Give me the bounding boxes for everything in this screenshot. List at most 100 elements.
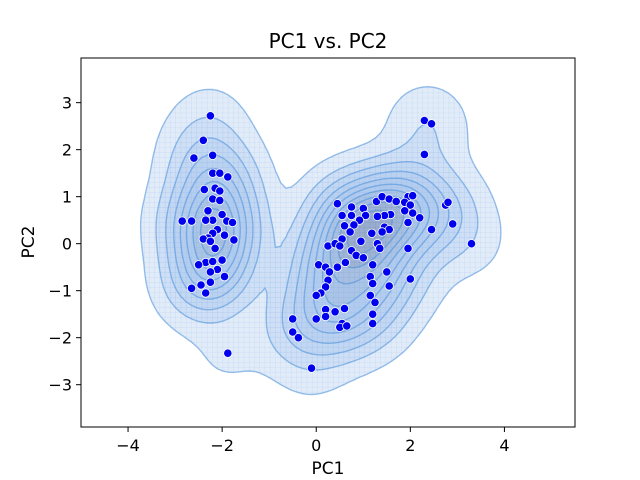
scatter-point (377, 227, 387, 237)
x-tick-label: −2 (210, 436, 234, 455)
scatter-point (340, 257, 350, 268)
scatter-point (229, 235, 239, 245)
chart-title: PC1 vs. PC2 (269, 29, 388, 53)
x-tick-label: 4 (499, 436, 509, 455)
scatter-point (223, 348, 233, 358)
scatter-point (205, 111, 215, 121)
scatter-point (215, 168, 225, 178)
scatter-point (358, 253, 368, 263)
scatter-point (342, 321, 352, 331)
scatter-points (177, 111, 477, 373)
scatter-point (368, 278, 378, 289)
scatter-point (217, 209, 227, 220)
scatter-point (403, 243, 413, 253)
scatter-point (219, 271, 230, 282)
density-contour-line (139, 86, 502, 396)
scatter-point (365, 290, 375, 300)
y-tick-label: 3 (62, 94, 72, 113)
scatter-point (448, 219, 458, 229)
scatter-point (217, 255, 227, 265)
scatter-point (400, 206, 410, 216)
scatter-point (367, 228, 377, 238)
scatter-point (311, 314, 321, 324)
scatter-point (205, 236, 215, 246)
scatter-point (419, 149, 429, 159)
scatter-point (368, 309, 378, 319)
scatter-point (403, 217, 413, 228)
scatter-point (375, 243, 385, 253)
scatter-point (324, 267, 334, 277)
scatter-point (405, 274, 415, 284)
scatter-point (208, 256, 218, 267)
scatter-point (219, 230, 230, 240)
scatter-point (391, 196, 401, 206)
x-axis-label: PC1 (312, 459, 345, 479)
scatter-point (201, 288, 211, 298)
scatter-point (311, 290, 321, 300)
scatter-point (320, 311, 331, 322)
scatter-point (288, 314, 298, 324)
scatter-point (408, 191, 418, 201)
x-tick-label: 0 (311, 436, 321, 455)
scatter-point (426, 119, 437, 129)
density-contour-line (165, 137, 463, 356)
scatter-point (199, 185, 209, 195)
scatter-point (205, 267, 215, 277)
scatter-point (215, 186, 225, 196)
x-axis-ticks: −4 −2 0 2 4 (116, 427, 510, 455)
scatter-point (203, 206, 213, 216)
scatter-point (339, 303, 350, 314)
scatter-point (177, 216, 187, 226)
plot-frame (80, 57, 576, 428)
scatter-point (370, 297, 380, 307)
scatter-point (205, 277, 215, 287)
y-tick-label: 0 (62, 235, 72, 254)
scatter-point (415, 213, 425, 223)
y-tick-label: −2 (48, 329, 72, 348)
y-tick-label: −3 (48, 376, 72, 395)
scatter-point (339, 221, 350, 231)
scatter-point (330, 307, 340, 317)
scatter-point (227, 217, 238, 228)
scatter-point (196, 280, 206, 290)
x-tick-label: 2 (405, 436, 415, 455)
scatter-point (306, 363, 317, 373)
scatter-point (320, 282, 331, 292)
scatter-point (356, 236, 366, 246)
density-contours (139, 86, 502, 396)
scatter-point (288, 327, 298, 337)
scatter-point (382, 267, 392, 277)
scatter-point (198, 135, 208, 145)
scatter-point (368, 260, 378, 270)
scatter-point (210, 243, 220, 253)
scatter-point (346, 210, 357, 221)
scatter-point (189, 153, 199, 163)
scatter-point (215, 195, 225, 205)
scatter-point (349, 220, 359, 230)
y-axis-label: PC2 (19, 226, 39, 259)
scatter-point (187, 216, 197, 226)
scatter-point (360, 210, 371, 221)
scatter-point (293, 333, 303, 343)
scatter-point (408, 208, 418, 218)
y-axis-ticks: −3 −2 −1 0 1 2 3 (48, 94, 81, 395)
scatter-point (372, 211, 382, 221)
scatter-point (345, 227, 355, 237)
scatter-point (443, 197, 453, 207)
scatter-point (201, 215, 211, 225)
x-tick-label: −4 (116, 436, 140, 455)
scatter-point (368, 318, 378, 329)
y-tick-label: −1 (48, 282, 72, 301)
y-tick-label: 2 (62, 141, 72, 160)
scatter-point (187, 283, 197, 293)
scatter-point (194, 260, 204, 270)
scatter-point (426, 225, 437, 235)
scatter-point (332, 262, 342, 272)
scatter-point (337, 210, 347, 221)
scatter-point (335, 241, 345, 251)
scatter-point (346, 202, 357, 212)
y-tick-label: 1 (62, 188, 72, 207)
scatter-point (384, 281, 394, 291)
scatter-point (332, 199, 342, 209)
